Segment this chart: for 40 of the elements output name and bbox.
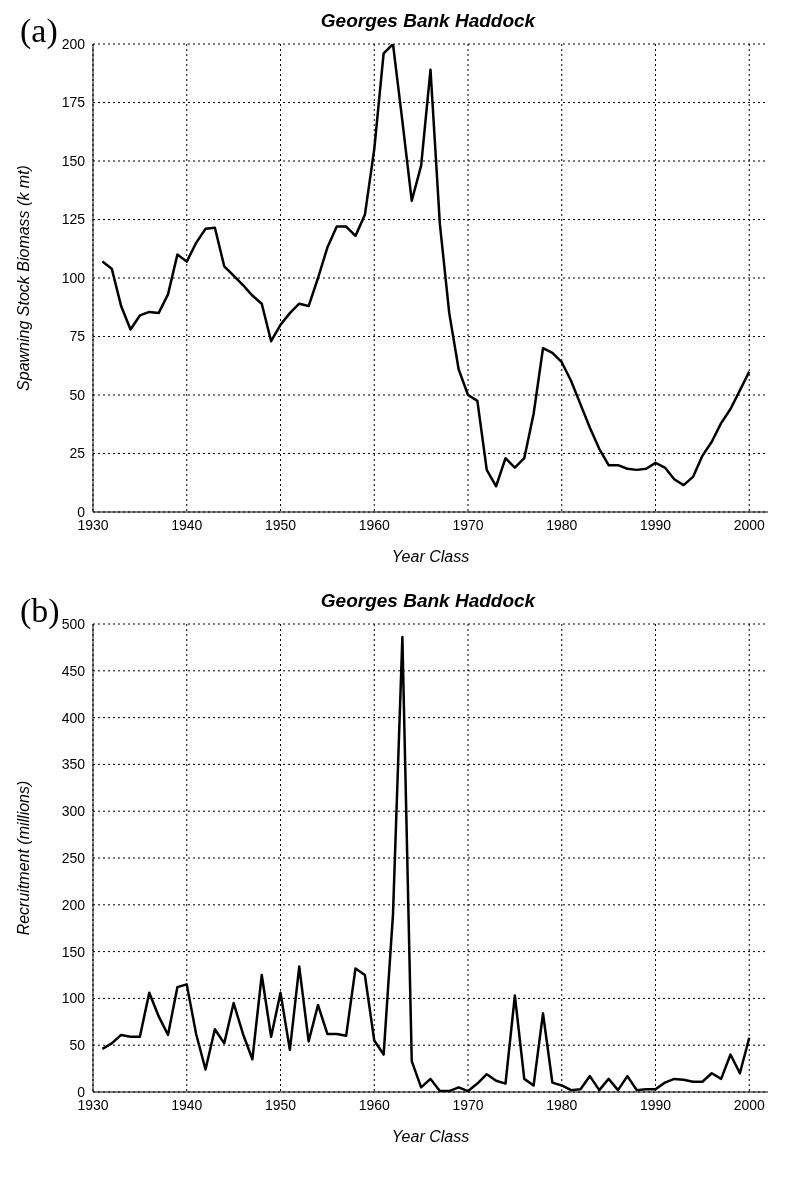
y-tick-label: 350: [61, 756, 86, 773]
x-tick-label: 1970: [452, 516, 484, 533]
text: (a): [20, 12, 58, 49]
y-tick-label: 250: [61, 849, 86, 866]
x-axis-title: Year Class: [391, 548, 470, 565]
y-tick-label: 150: [61, 152, 86, 169]
y-tick-label: 25: [69, 445, 86, 462]
x-tick-label: 1960: [358, 1096, 391, 1113]
x-tick-label: 2000: [733, 1096, 766, 1113]
x-tick-label: 2000: [733, 516, 766, 533]
y-tick-label: 500: [61, 615, 86, 632]
y-tick-label: 450: [61, 662, 86, 679]
y-tick-label: 200: [61, 896, 86, 913]
x-tick-label: 1970: [452, 1096, 484, 1113]
y-tick-label: 175: [61, 94, 86, 111]
x-tick-label: 1950: [264, 1096, 297, 1113]
y-tick-label: 100: [61, 990, 86, 1007]
chart-title: Georges Bank Haddock: [320, 590, 536, 611]
y-tick-label: 50: [69, 1037, 86, 1054]
y-tick-label: 200: [61, 35, 86, 52]
y-axis-title: Recruitment (millions): [14, 780, 32, 936]
x-tick-label: 1980: [546, 1096, 578, 1113]
text: (b): [20, 592, 60, 629]
x-axis-title: Year Class: [391, 1128, 470, 1145]
x-tick-label: 1940: [171, 1096, 203, 1113]
y-axis-title: Spawning Stock Biomass (k mt): [14, 165, 32, 391]
y-tick-label: 125: [61, 211, 86, 228]
y-tick-label: 100: [61, 269, 86, 286]
x-tick-label: 1980: [546, 516, 578, 533]
x-tick-label: 1950: [264, 516, 297, 533]
y-tick-label: 50: [69, 386, 86, 403]
x-tick-label: 1940: [171, 516, 203, 533]
y-tick-label: 75: [69, 328, 86, 345]
x-tick-label: 1990: [639, 516, 672, 533]
x-tick-label: 1990: [639, 1096, 672, 1113]
y-tick-label: 300: [61, 803, 86, 820]
y-tick-label: 400: [61, 709, 86, 726]
y-tick-label: 150: [61, 943, 86, 960]
x-tick-label: 1960: [358, 516, 391, 533]
chart-title: Georges Bank Haddock: [320, 10, 536, 31]
